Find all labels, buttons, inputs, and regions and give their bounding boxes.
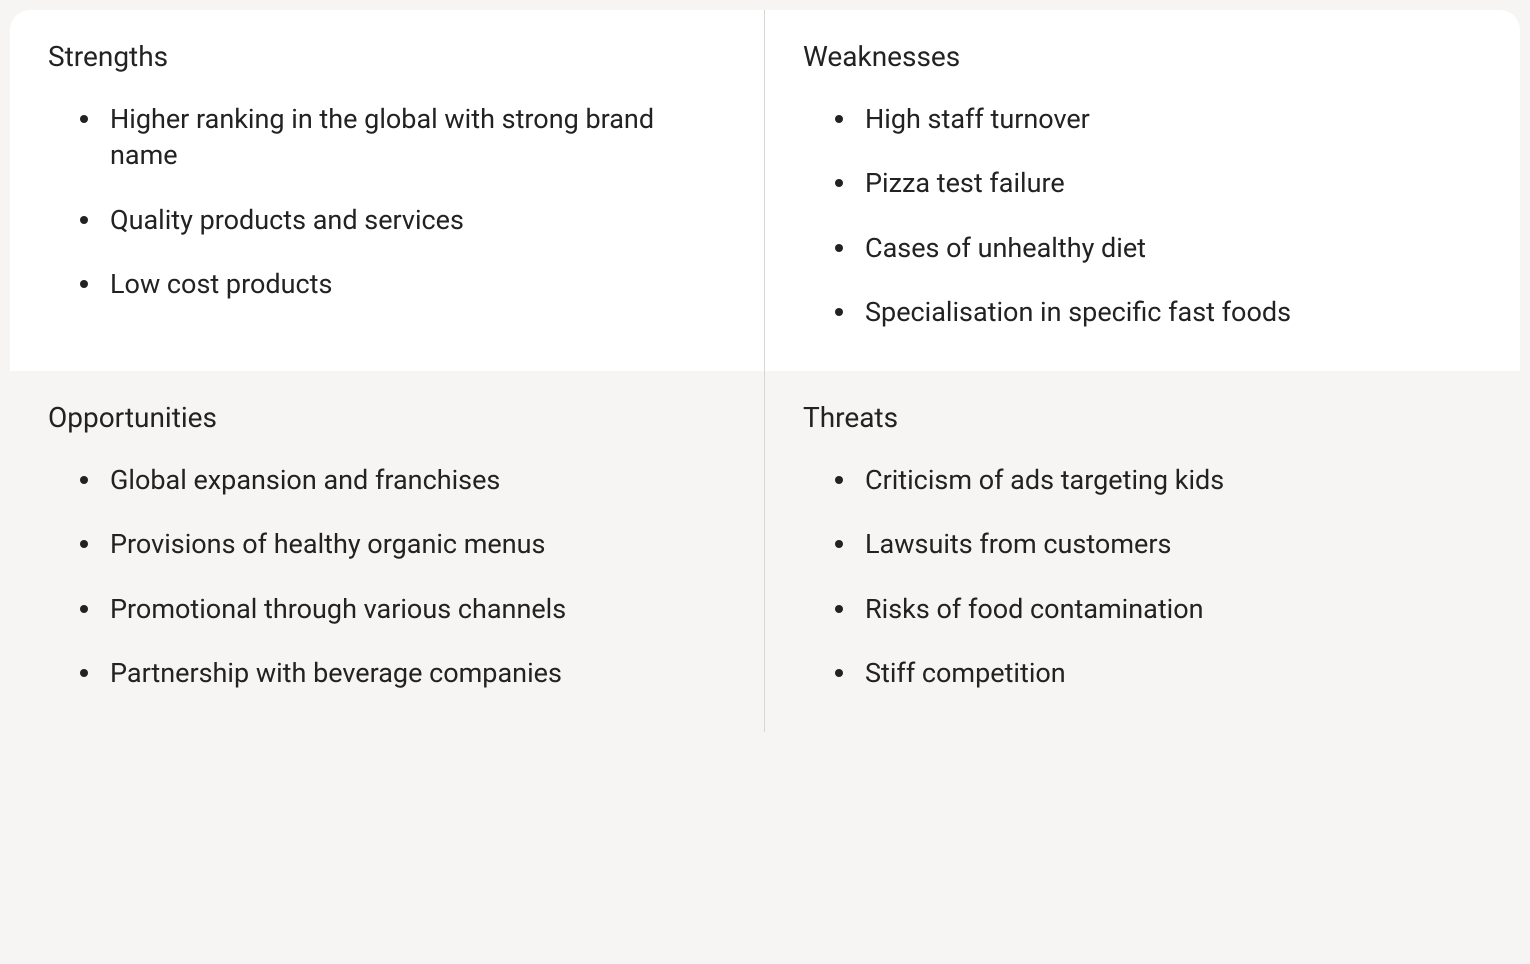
- list-item: Higher ranking in the global with strong…: [80, 101, 726, 174]
- opportunities-list: Global expansion and franchises Provisio…: [48, 462, 726, 692]
- list-item: High staff turnover: [835, 101, 1482, 137]
- weaknesses-list: High staff turnover Pizza test failure C…: [803, 101, 1482, 331]
- list-item: Specialisation in specific fast foods: [835, 294, 1482, 330]
- strengths-list: Higher ranking in the global with strong…: [48, 101, 726, 303]
- list-item: Criticism of ads targeting kids: [835, 462, 1482, 498]
- threats-list: Criticism of ads targeting kids Lawsuits…: [803, 462, 1482, 692]
- swot-grid: Strengths Higher ranking in the global w…: [10, 10, 1520, 732]
- list-item: Promotional through various channels: [80, 591, 726, 627]
- quadrant-strengths: Strengths Higher ranking in the global w…: [10, 10, 765, 371]
- list-item: Provisions of healthy organic menus: [80, 526, 726, 562]
- list-item: Stiff competition: [835, 655, 1482, 691]
- threats-title: Threats: [803, 401, 1482, 434]
- list-item: Pizza test failure: [835, 165, 1482, 201]
- list-item: Risks of food contamination: [835, 591, 1482, 627]
- quadrant-threats: Threats Criticism of ads targeting kids …: [765, 371, 1520, 732]
- strengths-title: Strengths: [48, 40, 726, 73]
- quadrant-opportunities: Opportunities Global expansion and franc…: [10, 371, 765, 732]
- list-item: Partnership with beverage companies: [80, 655, 726, 691]
- weaknesses-title: Weaknesses: [803, 40, 1482, 73]
- quadrant-weaknesses: Weaknesses High staff turnover Pizza tes…: [765, 10, 1520, 371]
- list-item: Cases of unhealthy diet: [835, 230, 1482, 266]
- list-item: Quality products and services: [80, 202, 726, 238]
- list-item: Low cost products: [80, 266, 726, 302]
- opportunities-title: Opportunities: [48, 401, 726, 434]
- list-item: Lawsuits from customers: [835, 526, 1482, 562]
- list-item: Global expansion and franchises: [80, 462, 726, 498]
